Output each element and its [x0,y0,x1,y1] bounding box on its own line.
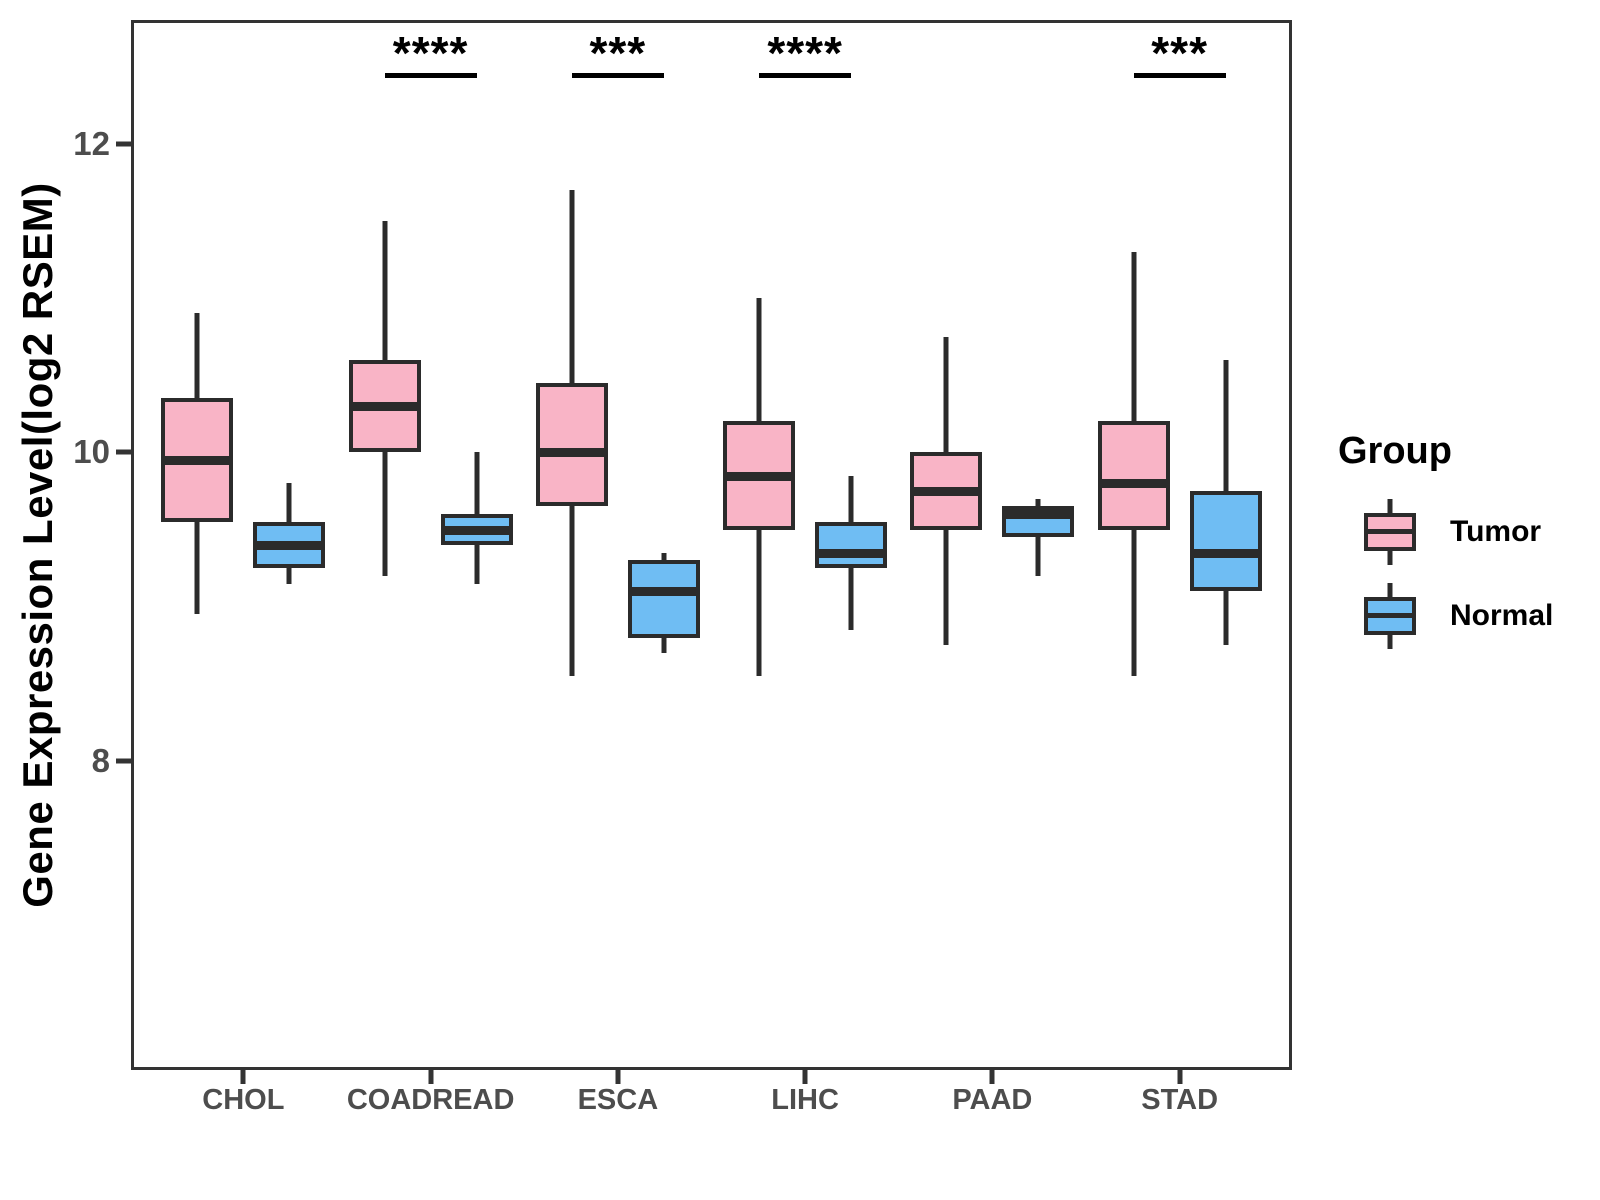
significance-line-lihc [759,73,852,78]
legend-label-normal: Normal [1450,599,1554,632]
x-tick-mark [802,1070,808,1084]
legend: Group Tumor Normal [1338,430,1588,665]
x-tick-mark [615,1070,621,1084]
legend-label-tumor: Tumor [1450,515,1542,548]
median-coadread-normal [440,525,513,535]
box-lihc-normal [815,521,888,569]
y-tick-mark [116,449,131,455]
y-tick-mark [116,758,131,764]
box-esca-normal [627,560,700,638]
key-median [1364,613,1416,618]
whisker-paad-normal [1035,498,1041,576]
legend-title: Group [1338,430,1452,472]
median-esca-normal [627,587,700,597]
x-tick-label-chol: CHOL [202,1084,285,1116]
y-tick-label: 8 [91,742,110,780]
y-tick-mark [116,141,131,147]
x-tick-label-stad: STAD [1141,1084,1219,1116]
key-whisker-top [1387,583,1393,597]
y-tick-label: 10 [73,433,110,471]
legend-item-normal: Normal [1338,581,1588,651]
median-chol-normal [253,541,326,550]
x-tick-label-coadread: COADREAD [346,1084,515,1116]
key-whisker-bottom [1387,635,1393,649]
significance-stars-esca: *** [589,27,647,79]
key-whisker-bottom [1387,551,1393,565]
median-paad-tumor [910,486,983,496]
significance-stars-lihc: **** [767,27,843,79]
significance-line-stad [1133,73,1226,78]
median-paad-normal [1002,510,1075,520]
x-tick-mark [1177,1070,1183,1084]
median-stad-tumor [1097,479,1170,489]
tumor-boxplot-key-icon [1362,499,1418,565]
x-tick-label-paad: PAAD [952,1084,1033,1116]
median-stad-normal [1189,548,1262,558]
key-whisker-top [1387,499,1393,513]
key-median [1364,529,1416,534]
median-lihc-normal [815,548,888,558]
box-stad-tumor [1097,421,1170,530]
x-tick-mark [989,1070,995,1084]
legend-item-tumor: Tumor [1338,497,1588,567]
x-tick-mark [428,1070,434,1084]
median-coadread-tumor [348,402,421,412]
significance-stars-coadread: **** [392,27,469,79]
box-esca-tumor [535,382,608,507]
box-stad-normal [1189,490,1262,592]
median-lihc-tumor [723,471,796,481]
significance-stars-stad: *** [1151,27,1208,79]
y-tick-label: 12 [73,124,110,162]
x-tick-label-lihc: LIHC [771,1084,839,1116]
normal-boxplot-key-icon [1362,583,1418,649]
y-axis-title: Gene Expression Level(log2 RSEM) [14,182,61,908]
significance-line-coadread [384,73,477,78]
x-tick-mark [240,1070,246,1084]
median-chol-tumor [161,456,234,466]
median-esca-tumor [535,448,608,458]
x-tick-label-esca: ESCA [577,1084,659,1116]
significance-line-esca [571,73,664,78]
